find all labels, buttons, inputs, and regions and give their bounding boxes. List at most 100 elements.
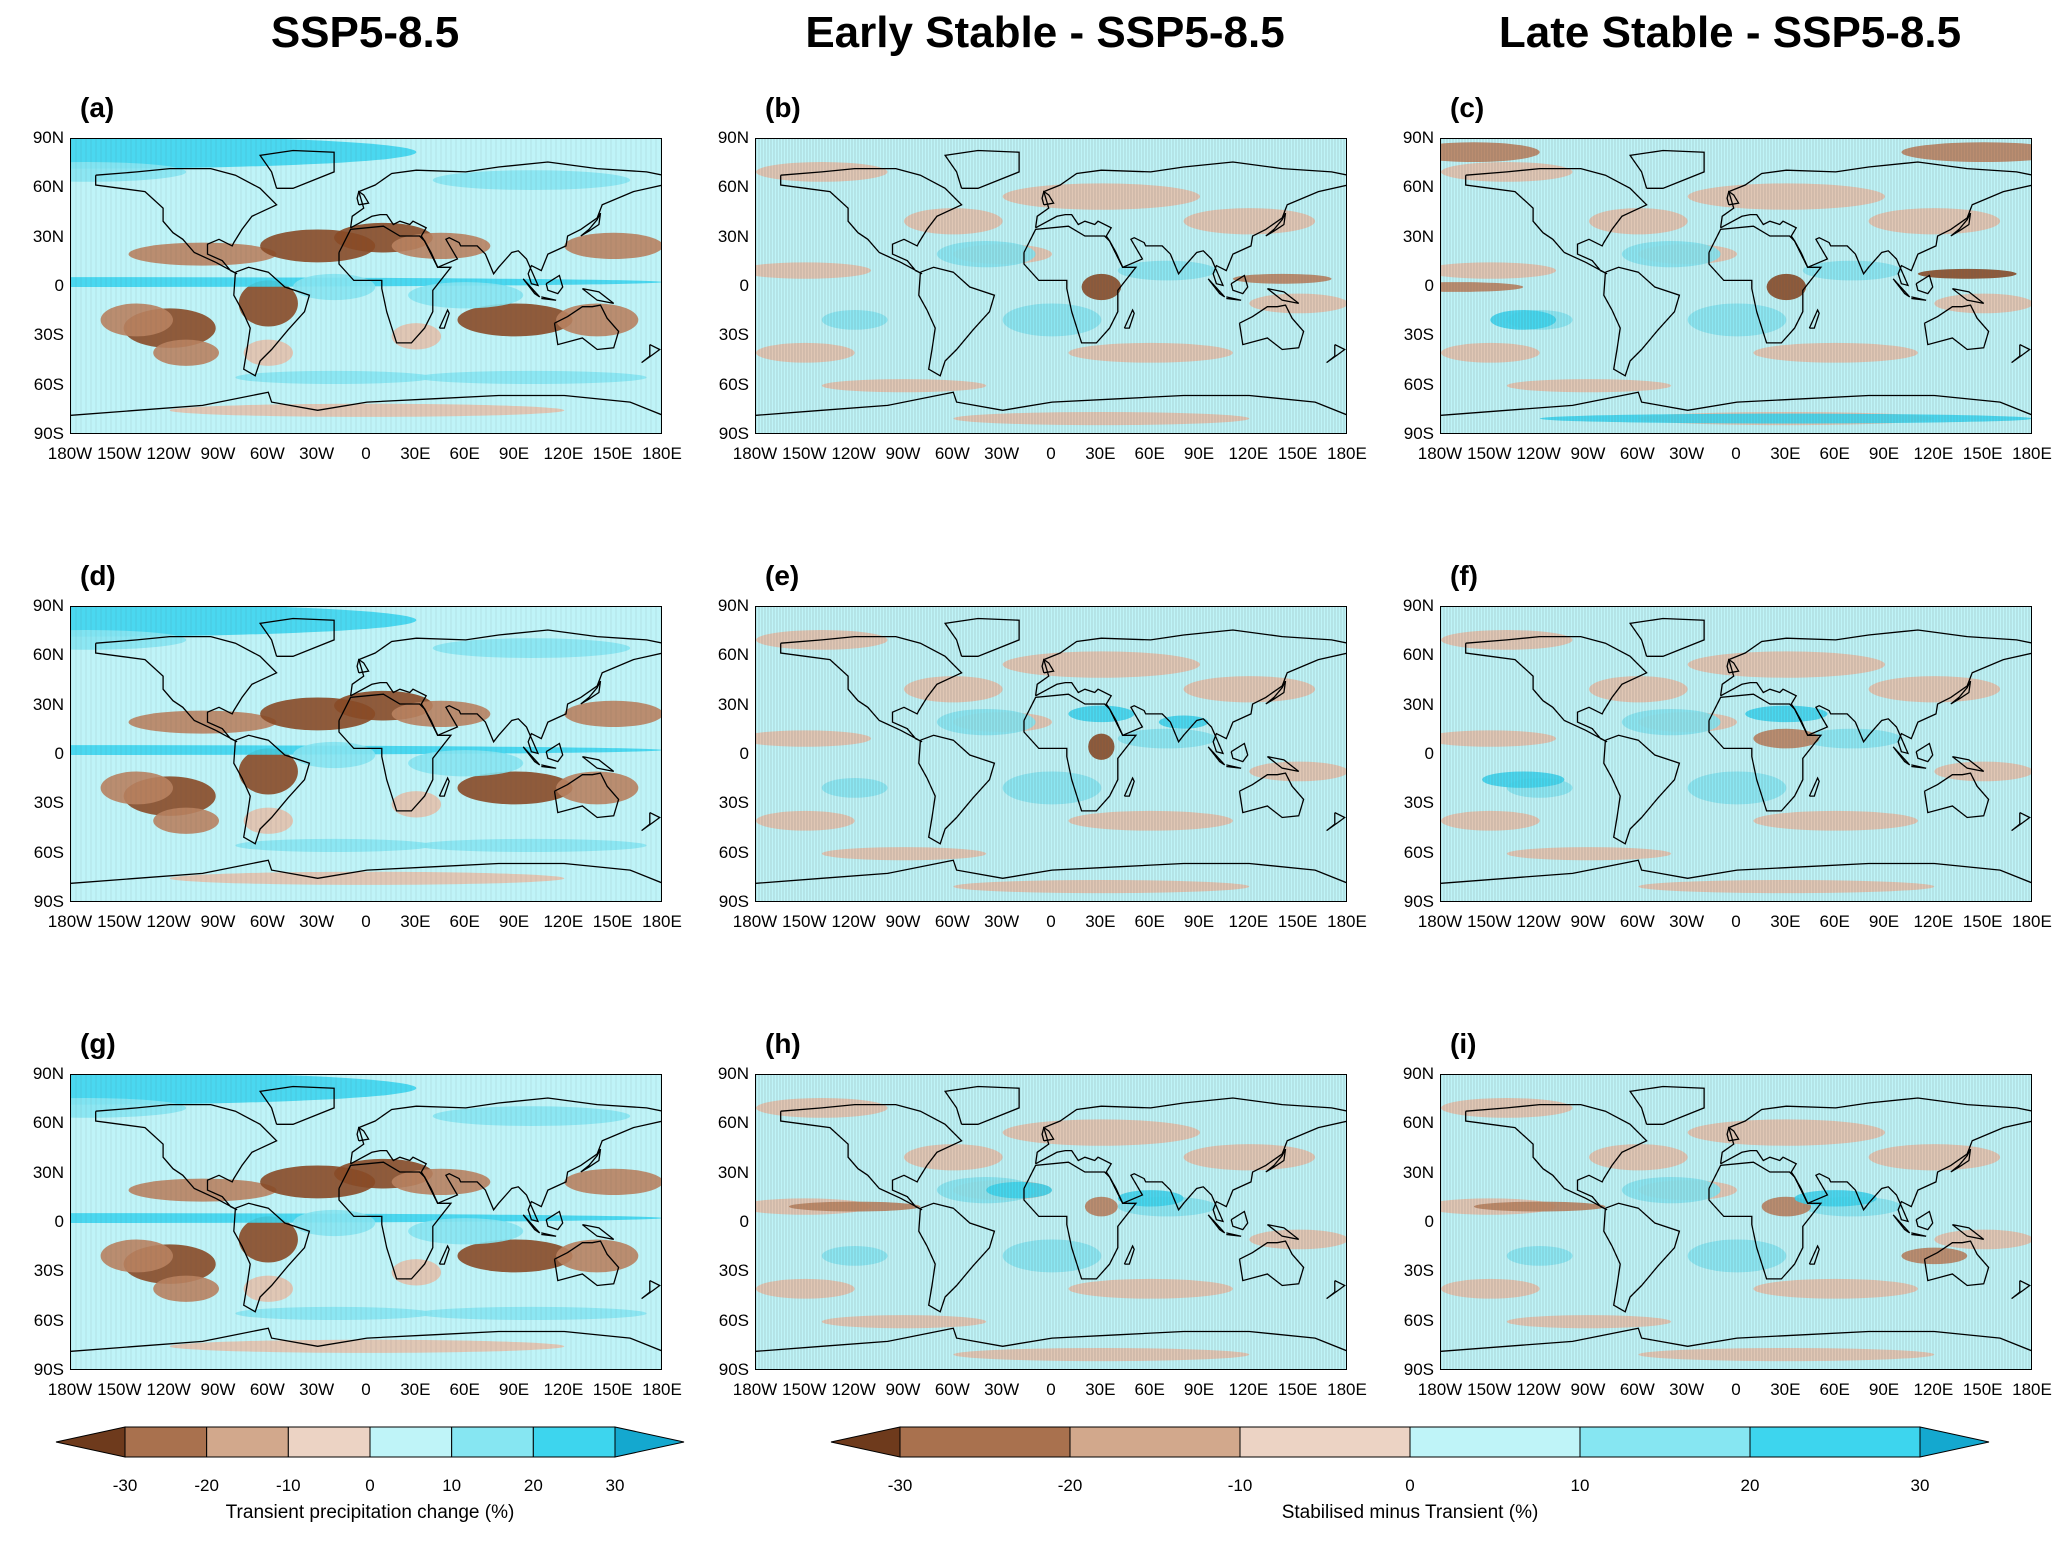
lon-tick-label: 90W	[200, 912, 236, 931]
panel-label: (h)	[765, 1028, 801, 1059]
coastline	[1708, 693, 1823, 812]
coastline	[1109, 240, 1124, 268]
lat-tick-label: 30N	[1402, 694, 1434, 714]
precip-anomaly-region	[153, 807, 219, 834]
precip-anomaly-region	[1441, 810, 1540, 831]
precip-anomaly-region	[1441, 342, 1540, 363]
precip-anomaly-region	[1117, 260, 1217, 281]
lon-tick-label: 120W	[1516, 1380, 1561, 1399]
coastline	[1892, 1214, 1911, 1234]
lat-tick-label: 60N	[717, 177, 749, 197]
coastline	[780, 167, 963, 275]
lat-tick-label: 0	[739, 276, 749, 295]
panel-label: (f)	[1450, 560, 1478, 591]
coastline	[71, 391, 661, 416]
lon-tick-label: 90W	[1570, 1380, 1606, 1399]
lon-tick-label: 120E	[543, 444, 584, 463]
lon-tick-label: 0	[361, 1380, 371, 1399]
colorbar-segment	[1579, 1426, 1751, 1458]
colorbar-segment	[287, 1426, 371, 1458]
coastline	[1123, 308, 1135, 329]
precip-anomaly-region	[408, 1218, 524, 1245]
lat-tick-label: 30N	[32, 1162, 64, 1182]
colorbar-left-bar	[55, 1426, 685, 1458]
coastline	[338, 1161, 453, 1280]
lon-tick-label: 150E	[1277, 1380, 1318, 1399]
lat-tick-label: 60N	[1402, 645, 1434, 665]
lon-tick-label: 120E	[1228, 1380, 1269, 1399]
precip-anomaly-region	[128, 242, 277, 266]
coastline	[1915, 742, 1934, 763]
lon-tick-label: 120E	[1228, 444, 1269, 463]
lat-tick-label: 30S	[33, 793, 64, 813]
coastline	[1708, 225, 1823, 344]
lon-tick-label: 90W	[1570, 912, 1606, 931]
lon-tick-label: 150E	[1277, 912, 1318, 931]
lon-tick-label: 30E	[1770, 444, 1801, 463]
colorbar-right	[830, 1422, 1990, 1512]
precip-anomaly-region	[457, 303, 573, 337]
precip-anomaly-region	[238, 748, 298, 795]
lon-tick-label: 30E	[400, 912, 431, 931]
precip-anomaly-region	[235, 1306, 433, 1321]
lat-tick-label: 30S	[33, 1261, 64, 1281]
lon-tick-label: 30W	[1669, 444, 1705, 463]
lat-tick-label: 60S	[33, 842, 64, 862]
lon-tick-label: 120E	[543, 1380, 584, 1399]
precip-anomaly-region	[1183, 676, 1316, 703]
lon-tick-label: 150W	[782, 912, 827, 931]
precip-anomaly-region	[1117, 1190, 1184, 1207]
lon-tick-label: 180E	[1327, 444, 1367, 463]
coastline	[1951, 1223, 1985, 1241]
map-plot	[756, 607, 1346, 901]
colorbar-tick-label: -20	[194, 1476, 219, 1495]
precip-anomaly-region	[71, 139, 417, 169]
precip-anomaly-region	[564, 232, 661, 260]
precip-anomaly-region	[953, 411, 1250, 426]
coastline	[918, 1202, 996, 1313]
lat-tick-label: 30N	[717, 226, 749, 246]
colorbar-segment	[451, 1426, 534, 1458]
lat-tick-label: 60S	[718, 1310, 749, 1330]
lon-tick-label: 150E	[592, 1380, 633, 1399]
lon-tick-label: 180W	[1417, 912, 1463, 931]
precip-anomaly-region	[1753, 342, 1918, 363]
precip-anomaly-region	[408, 750, 524, 777]
lat-tick-label: 90S	[33, 892, 64, 911]
lon-tick-label: 30W	[1669, 912, 1705, 931]
colorbar-segment	[1069, 1426, 1241, 1458]
precip-anomaly-region	[904, 1144, 1003, 1171]
coastline	[338, 693, 453, 812]
lon-tick-label: 150W	[1467, 1380, 1512, 1399]
lon-tick-label: 60E	[1819, 1380, 1850, 1399]
coastline	[580, 212, 602, 237]
precip-anomaly-region	[986, 1181, 1052, 1199]
lat-tick-label: 60S	[33, 374, 64, 394]
lat-tick-label: 30S	[1403, 793, 1434, 813]
coastline	[2011, 344, 2031, 364]
precip-anomaly-region	[128, 710, 277, 734]
lon-tick-label: 30E	[1085, 912, 1116, 931]
lon-tick-label: 180W	[47, 1380, 93, 1399]
lat-tick-label: 30S	[718, 793, 749, 813]
precip-anomaly-region	[100, 1239, 173, 1273]
coastline	[95, 1103, 278, 1211]
coastline	[1123, 1244, 1135, 1265]
precip-anomaly-region	[235, 370, 433, 385]
coastline	[1226, 1232, 1242, 1237]
coastline	[1326, 344, 1346, 364]
precip-anomaly-region	[1589, 676, 1688, 703]
lon-tick-label: 60W	[249, 1380, 285, 1399]
precip-anomaly-region	[953, 1347, 1250, 1362]
precip-anomaly-region	[1687, 1239, 1787, 1273]
coastline	[2011, 812, 2031, 832]
coastline	[438, 1244, 450, 1265]
coastline	[1911, 1232, 1927, 1237]
lon-tick-label: 30E	[1085, 444, 1116, 463]
lon-tick-label: 0	[1731, 444, 1741, 463]
significance-hatching	[71, 139, 661, 433]
coastline	[424, 708, 439, 736]
colorbar-segment	[1749, 1426, 1921, 1458]
lon-tick-label: 0	[361, 912, 371, 931]
precip-anomaly-region	[1441, 142, 1540, 163]
